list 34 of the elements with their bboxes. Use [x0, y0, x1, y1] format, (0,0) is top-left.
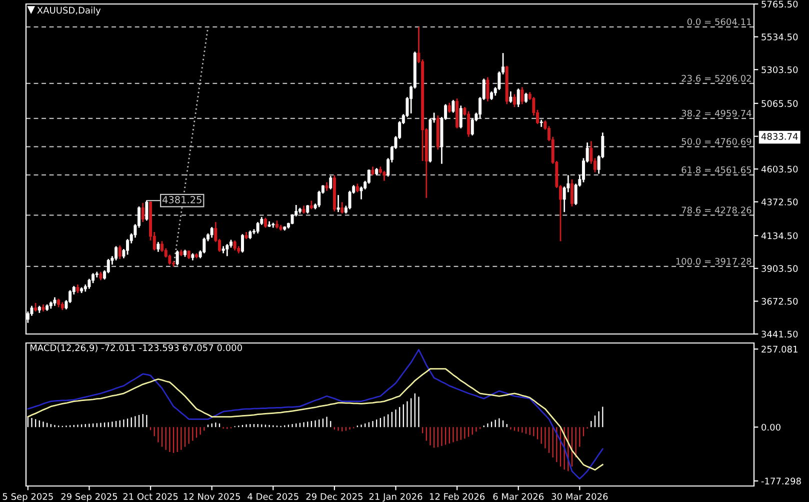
x-tick-label: 12 Feb 2026 [430, 492, 485, 500]
y-tick-label: 4603.50 [761, 166, 798, 173]
x-tick-label: 12 Nov 2025 [184, 493, 240, 500]
x-tick-label: 30 Mar 2026 [552, 493, 608, 500]
ref-line-label: 23.6 = 5206.02 [682, 74, 751, 82]
chart-title: MACD(12,26,9) -72.011 -123.593 67.057 0.000 [30, 344, 242, 352]
chart-title: XAUUSD,Daily [37, 6, 101, 16]
x-tick-label: 21 Jan 2026 [369, 493, 422, 502]
x-tick-label: 29 Sep 2025 [61, 493, 118, 502]
x-tick-label: 21 Oct 2025 [123, 493, 178, 500]
y-tick-label: -177.298 [761, 478, 801, 484]
y-tick-label: 4372.50 [761, 198, 798, 206]
ref-line-label: 100.0 = 3917.28 [676, 258, 752, 265]
y-tick-label: 5765.50 [762, 0, 798, 8]
annotation: 4381.25 [162, 196, 202, 204]
y-tick-label: 3441.50 [762, 330, 798, 338]
x-tick-label: 4 Dec 2025 [248, 493, 298, 500]
ref-line-label: 0.0 = 5604.11 [687, 18, 751, 26]
y-tick-label: 3903.50 [762, 265, 798, 272]
y-tick-label: 3672.50 [762, 298, 798, 305]
y-tick-label: 4134.50 [761, 232, 798, 240]
y-tick-label: 5534.50 [762, 34, 798, 40]
y-tick-label: 257.081 [762, 346, 798, 353]
ref-line-label: 50.0 = 4760.69 [682, 138, 752, 145]
ref-line-label: 38.2 = 4959.74 [682, 110, 752, 117]
ref-line-label: 78.6 = 4278.26 [682, 206, 752, 214]
ref-line-label: 61.8 = 4561.65 [682, 166, 752, 174]
y-tick-label: 5303.50 [762, 66, 798, 74]
x-tick-label: 6 Mar 2026 [493, 493, 544, 500]
y-tick-label: 4833.74 [761, 133, 798, 140]
x-tick-label: 5 Sep 2025 [2, 493, 53, 502]
y-tick-label: 0.00 [762, 424, 780, 431]
x-tick-label: 29 Dec 2025 [306, 493, 362, 500]
y-tick-label: 5065.50 [762, 100, 798, 107]
